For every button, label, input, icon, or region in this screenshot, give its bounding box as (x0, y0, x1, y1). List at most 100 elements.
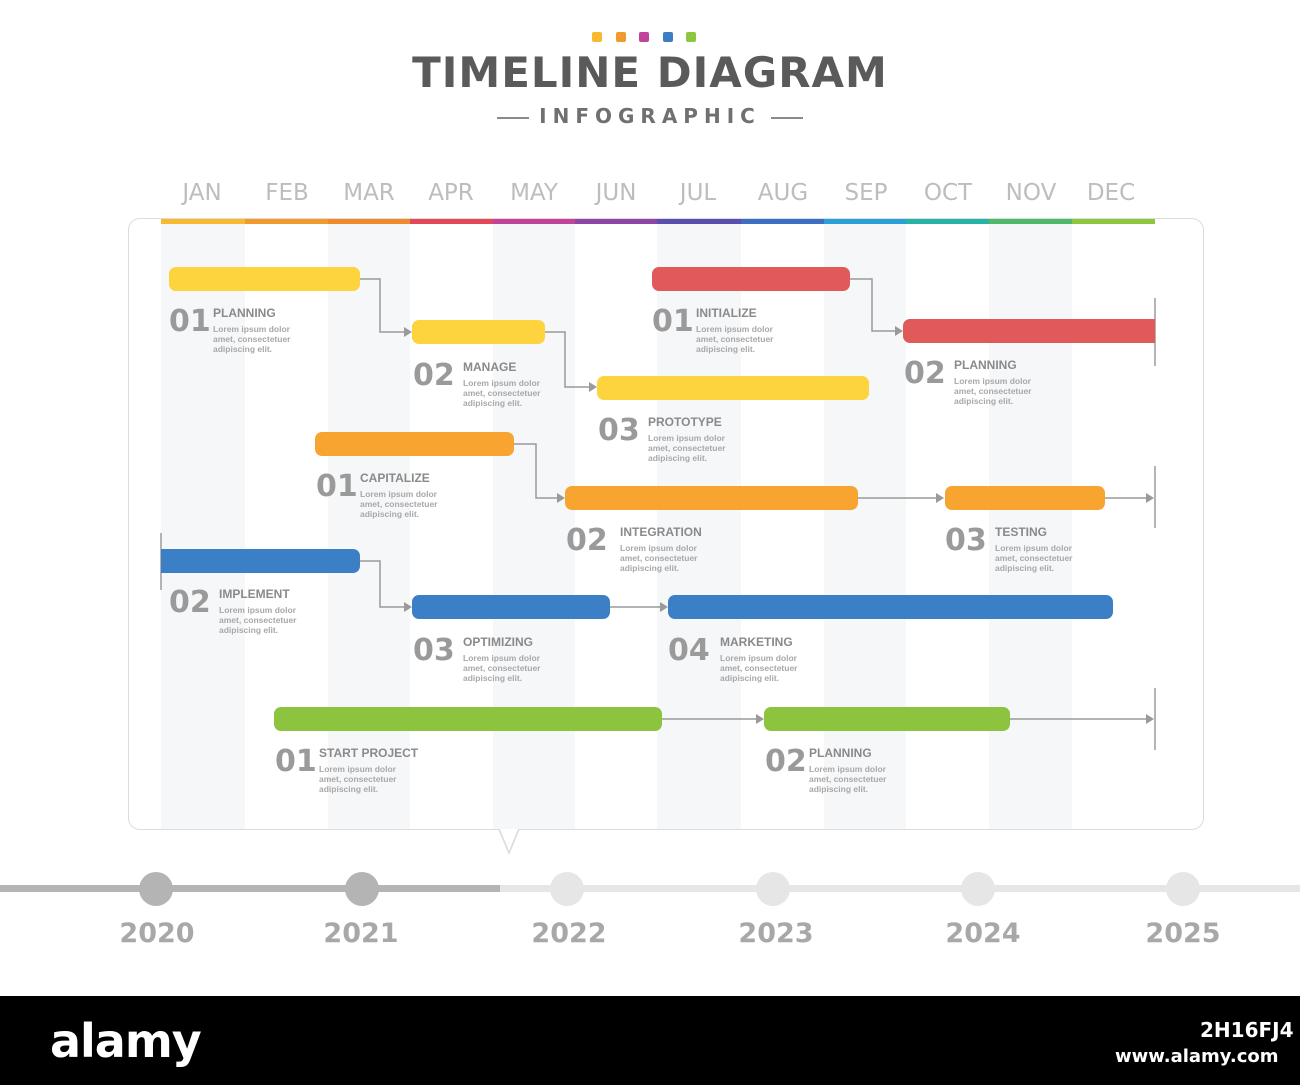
panel-pointer (500, 829, 518, 851)
month-label-jul: JUL (679, 180, 717, 206)
month-label-aug: AUG (757, 180, 809, 206)
header-dot-2 (616, 32, 626, 42)
month-label-sep: SEP (844, 180, 888, 206)
month-bar-mar (328, 219, 410, 224)
column-shade (328, 224, 410, 829)
image-id: 2H16FJ4 (1200, 1018, 1294, 1042)
month-bar-jan (161, 219, 245, 224)
subtitle-rule-right (770, 116, 803, 119)
month-label-feb: FEB (265, 180, 309, 206)
column-shade (493, 224, 575, 829)
diagram-subtitle: INFOGRAPHIC (539, 104, 761, 128)
year-track-future (500, 885, 1300, 892)
task-description: Lorem ipsum dolor amet, consectetuer adi… (696, 324, 774, 354)
year-track-past (0, 885, 500, 892)
month-bar-nov (989, 219, 1072, 224)
month-bar-jul (657, 219, 741, 224)
column-shade (824, 224, 906, 829)
diagram-title: TIMELINE DIAGRAM (412, 48, 888, 97)
task-title: TESTING (995, 525, 1048, 539)
month-bar-jun (575, 219, 657, 224)
bar-planning-green (764, 707, 1010, 731)
task-number: 02 (765, 744, 807, 779)
bar-integration-orange (565, 486, 858, 510)
subtitle-rule-left (497, 116, 530, 119)
task-description: Lorem ipsum dolor amet, consectetuer adi… (720, 653, 798, 683)
month-label-jun: JUN (595, 180, 637, 206)
year-marker-2023 (756, 872, 790, 906)
task-description: Lorem ipsum dolor amet, consectetuer adi… (648, 433, 726, 463)
year-label-2021: 2021 (323, 918, 399, 949)
task-title: MANAGE (463, 360, 517, 374)
brand-logo: alamy (50, 1014, 202, 1068)
task-description: Lorem ipsum dolor amet, consectetuer adi… (319, 764, 397, 794)
task-title: OPTIMIZING (463, 635, 533, 649)
bar-capitalize-orange (315, 432, 514, 456)
bar-implement-blue (161, 549, 360, 573)
task-number: 04 (668, 633, 710, 668)
task-description: Lorem ipsum dolor amet, consectetuer adi… (620, 543, 698, 573)
year-label-2025: 2025 (1145, 918, 1221, 949)
task-title: PLANNING (213, 306, 276, 320)
task-number: 03 (598, 413, 640, 448)
year-label-2024: 2024 (945, 918, 1021, 949)
month-bar-sep (824, 219, 906, 224)
month-label-jan: JAN (182, 180, 222, 206)
task-description: Lorem ipsum dolor amet, consectetuer adi… (213, 324, 291, 354)
task-title: PLANNING (954, 358, 1017, 372)
year-label-2020: 2020 (119, 918, 195, 949)
task-description: Lorem ipsum dolor amet, consectetuer adi… (463, 378, 541, 408)
bar-planning-red (903, 319, 1155, 343)
month-label-mar: MAR (343, 180, 395, 206)
task-title: MARKETING (720, 635, 793, 649)
month-bar-may (493, 219, 575, 224)
header-dot-5 (686, 32, 696, 42)
month-bar-dec (1072, 219, 1155, 224)
task-title: CAPITALIZE (360, 471, 430, 485)
task-title: START PROJECT (319, 746, 419, 760)
task-description: Lorem ipsum dolor amet, consectetuer adi… (463, 653, 541, 683)
task-number: 03 (413, 633, 455, 668)
year-marker-2020 (139, 872, 173, 906)
bar-testing-orange (945, 486, 1105, 510)
task-description: Lorem ipsum dolor amet, consectetuer adi… (809, 764, 887, 794)
bar-initialize-red (652, 267, 850, 291)
month-label-oct: OCT (923, 180, 973, 206)
month-label-may: MAY (510, 180, 558, 206)
diagram-subtitle-row: INFOGRAPHIC (0, 104, 1300, 128)
task-number: 02 (904, 356, 946, 391)
task-title: PROTOTYPE (648, 415, 722, 429)
task-number: 02 (413, 358, 455, 393)
month-label-dec: DEC (1086, 180, 1136, 206)
bar-optimizing-blue (412, 595, 610, 619)
task-description: Lorem ipsum dolor amet, consectetuer adi… (360, 489, 438, 519)
month-bar-oct (906, 219, 989, 224)
bar-marketing-blue (668, 595, 1113, 619)
column-shade (657, 224, 741, 829)
month-bar-apr (410, 219, 493, 224)
task-number: 03 (945, 523, 987, 558)
header-dot-3 (639, 32, 649, 42)
task-description: Lorem ipsum dolor amet, consectetuer adi… (219, 605, 297, 635)
month-label-apr: APR (428, 180, 474, 206)
bar-manage-yellow (412, 320, 545, 344)
task-title: PLANNING (809, 746, 872, 760)
month-bar-aug (741, 219, 824, 224)
task-number: 02 (566, 523, 608, 558)
site-url: www.alamy.com (1115, 1046, 1279, 1067)
year-marker-2024 (961, 872, 995, 906)
task-number: 01 (316, 469, 358, 504)
task-description: Lorem ipsum dolor amet, consectetuer adi… (954, 376, 1032, 406)
task-description: Lorem ipsum dolor amet, consectetuer adi… (995, 543, 1073, 573)
task-number: 01 (169, 304, 211, 339)
year-marker-2022 (550, 872, 584, 906)
column-shade (161, 224, 245, 829)
year-label-2022: 2022 (531, 918, 607, 949)
task-title: INTEGRATION (620, 525, 702, 539)
bar-planning-yellow (169, 267, 360, 291)
task-number: 01 (652, 304, 694, 339)
year-marker-2021 (345, 872, 379, 906)
year-marker-2025 (1166, 872, 1200, 906)
task-title: IMPLEMENT (219, 587, 290, 601)
